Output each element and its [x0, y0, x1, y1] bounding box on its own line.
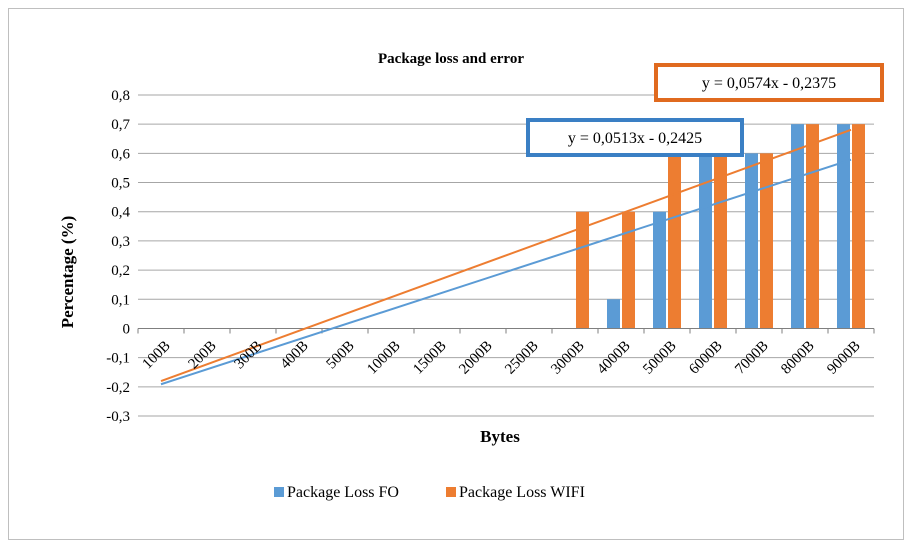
y-tick-label: 0,7: [111, 117, 130, 133]
legend-swatch-wifi: [446, 487, 456, 497]
bar-package-loss-fo: [745, 153, 758, 329]
y-tick-label: 0,1: [111, 292, 130, 308]
bar-package-loss-fo: [791, 124, 804, 329]
chart-frame: Package loss and error -0,3 -0,2 -0,1 0 0,1 0…: [8, 8, 904, 540]
equation-wifi-box: [654, 63, 884, 102]
bar-package-loss-fo: [699, 153, 712, 329]
bar-package-loss-wifi: [576, 211, 589, 329]
y-tick-label: 0,2: [111, 263, 130, 279]
y-tick-label: 0,6: [111, 146, 130, 162]
trendline-package-loss-wifi: [160, 128, 852, 382]
y-tick-label: 0: [123, 321, 131, 337]
equation-fo-label: y = 0,0513x - 0,2425: [568, 130, 702, 147]
equation-wifi-label: y = 0,0574x - 0,2375: [702, 75, 836, 92]
legend-label-fo: Package Loss FO: [287, 484, 399, 501]
bar-package-loss-wifi: [852, 124, 865, 329]
trendline-equations: y = 0,0574x - 0,2375 y = 0,0513x - 0,2425: [526, 63, 884, 157]
y-tick-label: -0,3: [106, 409, 130, 425]
y-tick-label: -0,1: [106, 351, 130, 367]
trendline-package-loss-fo: [160, 158, 852, 386]
bar-package-loss-wifi: [622, 211, 635, 329]
y-tick-labels: -0,3 -0,2 -0,1 0 0,1 0,2 0,3 0,4 0,5 0,6 0,7 0,8: [106, 88, 130, 425]
y-axis-title: Percentage (%): [58, 216, 77, 329]
y-tick-label: 0,4: [111, 205, 130, 221]
bar-package-loss-fo: [653, 211, 666, 329]
chart-svg: Package loss and error -0,3 -0,2 -0,1 0 0,1 0…: [8, 8, 904, 540]
bar-package-loss-wifi: [668, 153, 681, 329]
bar-package-loss-fo: [837, 124, 850, 329]
y-tick-label: 0,3: [111, 234, 130, 250]
legend-label-wifi: Package Loss WIFI: [459, 484, 585, 501]
equation-fo-box: [526, 118, 744, 157]
chart-title: Package loss and error: [378, 51, 524, 67]
y-tick-label: 0,8: [111, 88, 130, 104]
trend-layer: [160, 128, 852, 386]
bar-package-loss-wifi: [806, 124, 819, 329]
bars-layer: [576, 124, 865, 329]
x-axis-title: Bytes: [480, 427, 520, 446]
axis-layer: [137, 327, 875, 334]
legend: Package Loss FO Package Loss WIFI: [274, 484, 585, 501]
bar-package-loss-wifi: [760, 153, 773, 329]
y-tick-label: -0,2: [106, 380, 130, 396]
legend-swatch-fo: [274, 487, 284, 497]
bar-package-loss-fo: [607, 299, 620, 329]
bar-package-loss-wifi: [714, 153, 727, 329]
y-tick-label: 0,5: [111, 176, 130, 192]
